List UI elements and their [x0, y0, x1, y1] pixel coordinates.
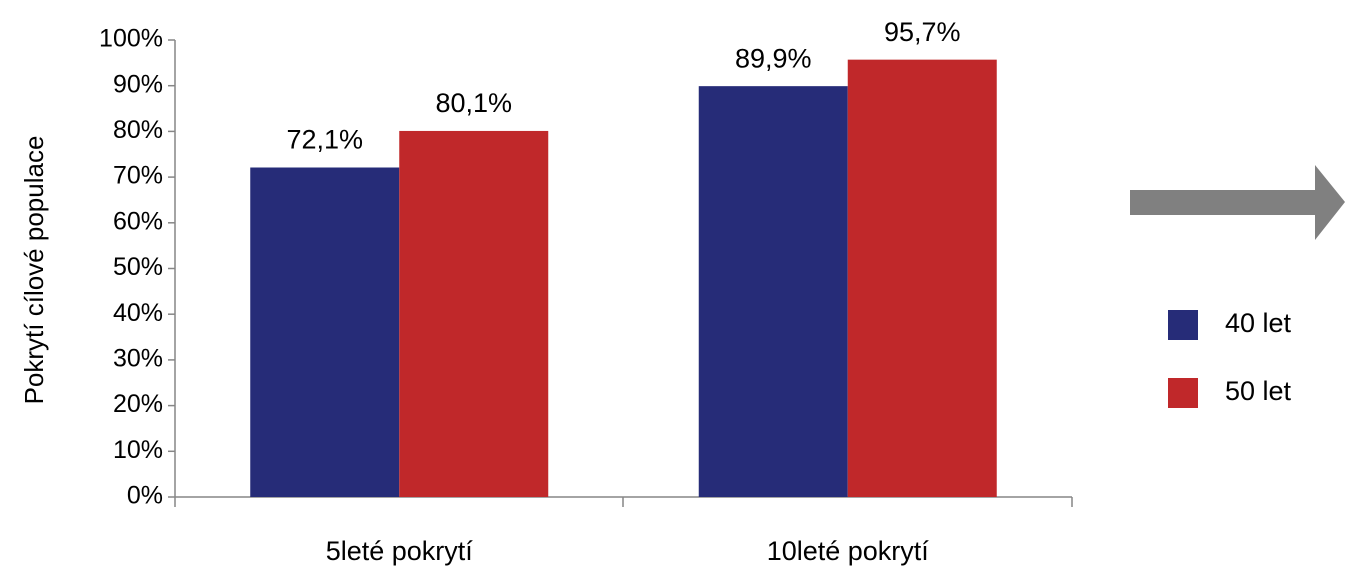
- y-tick-label: 80%: [113, 116, 163, 144]
- y-tick-label: 70%: [113, 162, 163, 190]
- y-tick-label: 60%: [113, 207, 163, 235]
- x-tick-label: 10leté pokrytí: [767, 536, 930, 566]
- legend-swatch: [1168, 378, 1198, 408]
- y-tick-label: 30%: [113, 345, 163, 373]
- x-tick-label: 5leté pokrytí: [326, 536, 474, 566]
- y-tick-label: 40%: [113, 299, 163, 327]
- y-tick-label: 0%: [127, 482, 163, 510]
- y-axis-title: Pokrytí cílové populace: [19, 136, 49, 405]
- y-tick-label: 20%: [113, 390, 163, 418]
- y-tick-label: 90%: [113, 70, 163, 98]
- legend-swatch: [1168, 310, 1198, 340]
- arrow: [1130, 165, 1345, 240]
- y-tick-label: 10%: [113, 436, 163, 464]
- y-tick-label: 100%: [99, 25, 163, 53]
- value-label: 72,1%: [286, 125, 363, 155]
- bar: [847, 59, 997, 497]
- bar: [250, 167, 400, 498]
- bar: [399, 130, 549, 497]
- value-label: 95,7%: [884, 17, 961, 47]
- legend-label: 50 let: [1225, 376, 1292, 406]
- value-label: 80,1%: [435, 88, 512, 118]
- legend-label: 40 let: [1225, 308, 1292, 338]
- bar: [698, 86, 848, 498]
- y-tick-label: 50%: [113, 253, 163, 281]
- value-label: 89,9%: [735, 43, 812, 73]
